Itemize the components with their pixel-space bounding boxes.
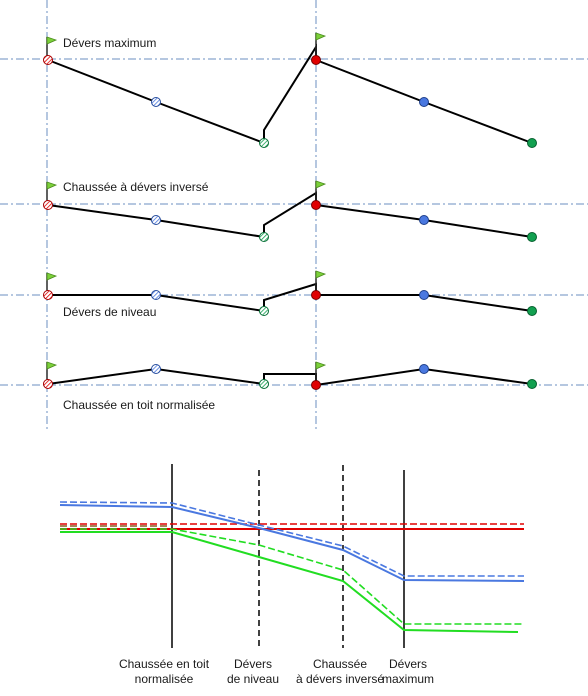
cross-section-line xyxy=(47,367,533,387)
cross-section-line xyxy=(47,43,533,145)
station-label-line1: Chaussée en toit xyxy=(119,657,210,671)
station-label-maximum: Dévers maximum xyxy=(382,657,434,686)
station-label-line2: normalisée xyxy=(135,672,194,686)
green-solid-line xyxy=(60,531,519,633)
row-label: Chaussée à dévers inversé xyxy=(63,180,209,194)
blue-dashed-line xyxy=(59,501,524,577)
hatched-point-icon xyxy=(259,138,269,148)
station-label-line2: à dévers inversé xyxy=(296,672,384,686)
hatched-point-icon xyxy=(259,306,269,316)
hatched-point-icon xyxy=(151,215,161,225)
profile-red xyxy=(60,523,524,530)
horizontal-guides xyxy=(0,58,588,386)
row-devers-de-niveau: Dévers de niveau xyxy=(43,270,537,319)
vertical-guides xyxy=(46,0,317,430)
row-label: Chaussée en toit normalisée xyxy=(63,398,215,412)
green-dashed-line xyxy=(60,528,524,625)
solid-point-icon xyxy=(419,215,429,225)
flag-icon xyxy=(315,32,327,58)
flag-icon xyxy=(46,36,58,58)
hatched-point-icon xyxy=(43,379,53,389)
top-panel: Dévers maximum Chaussée à dévers inversé xyxy=(0,0,588,430)
station-label-niveau: Dévers de niveau xyxy=(227,657,279,686)
solid-point-icon xyxy=(311,200,321,210)
solid-point-icon xyxy=(419,364,429,374)
cross-section-line xyxy=(47,191,533,239)
station-label-line1: Dévers xyxy=(234,657,272,671)
solid-point-icon xyxy=(419,290,429,300)
solid-point-icon xyxy=(311,55,321,65)
hatched-point-icon xyxy=(151,364,161,374)
blue-solid-line xyxy=(59,504,525,582)
row-chaussee-toit-normalisee: Chaussée en toit normalisée xyxy=(43,361,537,412)
solid-point-icon xyxy=(311,380,321,390)
row-label: Dévers de niveau xyxy=(63,305,156,319)
station-label-line2: de niveau xyxy=(227,672,279,686)
station-label-line1: Dévers xyxy=(389,657,427,671)
row-label: Dévers maximum xyxy=(63,36,156,50)
solid-point-icon xyxy=(527,379,537,389)
solid-point-icon xyxy=(527,232,537,242)
hatched-point-icon xyxy=(151,97,161,107)
station-label-line1: Chaussée xyxy=(313,657,367,671)
hatched-point-icon xyxy=(151,290,161,300)
bottom-panel: Chaussée en toit normalisée Dévers de ni… xyxy=(59,464,525,686)
station-label-inverse: Chaussée à dévers inversé xyxy=(296,657,384,686)
solid-point-icon xyxy=(527,138,537,148)
hatched-point-icon xyxy=(43,290,53,300)
solid-point-icon xyxy=(311,290,321,300)
profile-blue xyxy=(59,501,525,582)
hatched-point-icon xyxy=(43,55,53,65)
cross-section-line xyxy=(48,282,533,313)
solid-point-icon xyxy=(527,306,537,316)
station-label-line2: maximum xyxy=(382,672,434,686)
station-label-toit: Chaussée en toit normalisée xyxy=(119,657,210,686)
hatched-point-icon xyxy=(259,379,269,389)
solid-point-icon xyxy=(419,97,429,107)
profile-green xyxy=(60,528,524,633)
row-devers-maximum: Dévers maximum xyxy=(43,32,537,148)
row-chaussee-devers-inverse: Chaussée à dévers inversé xyxy=(43,180,537,242)
hatched-point-icon xyxy=(43,200,53,210)
hatched-point-icon xyxy=(259,232,269,242)
